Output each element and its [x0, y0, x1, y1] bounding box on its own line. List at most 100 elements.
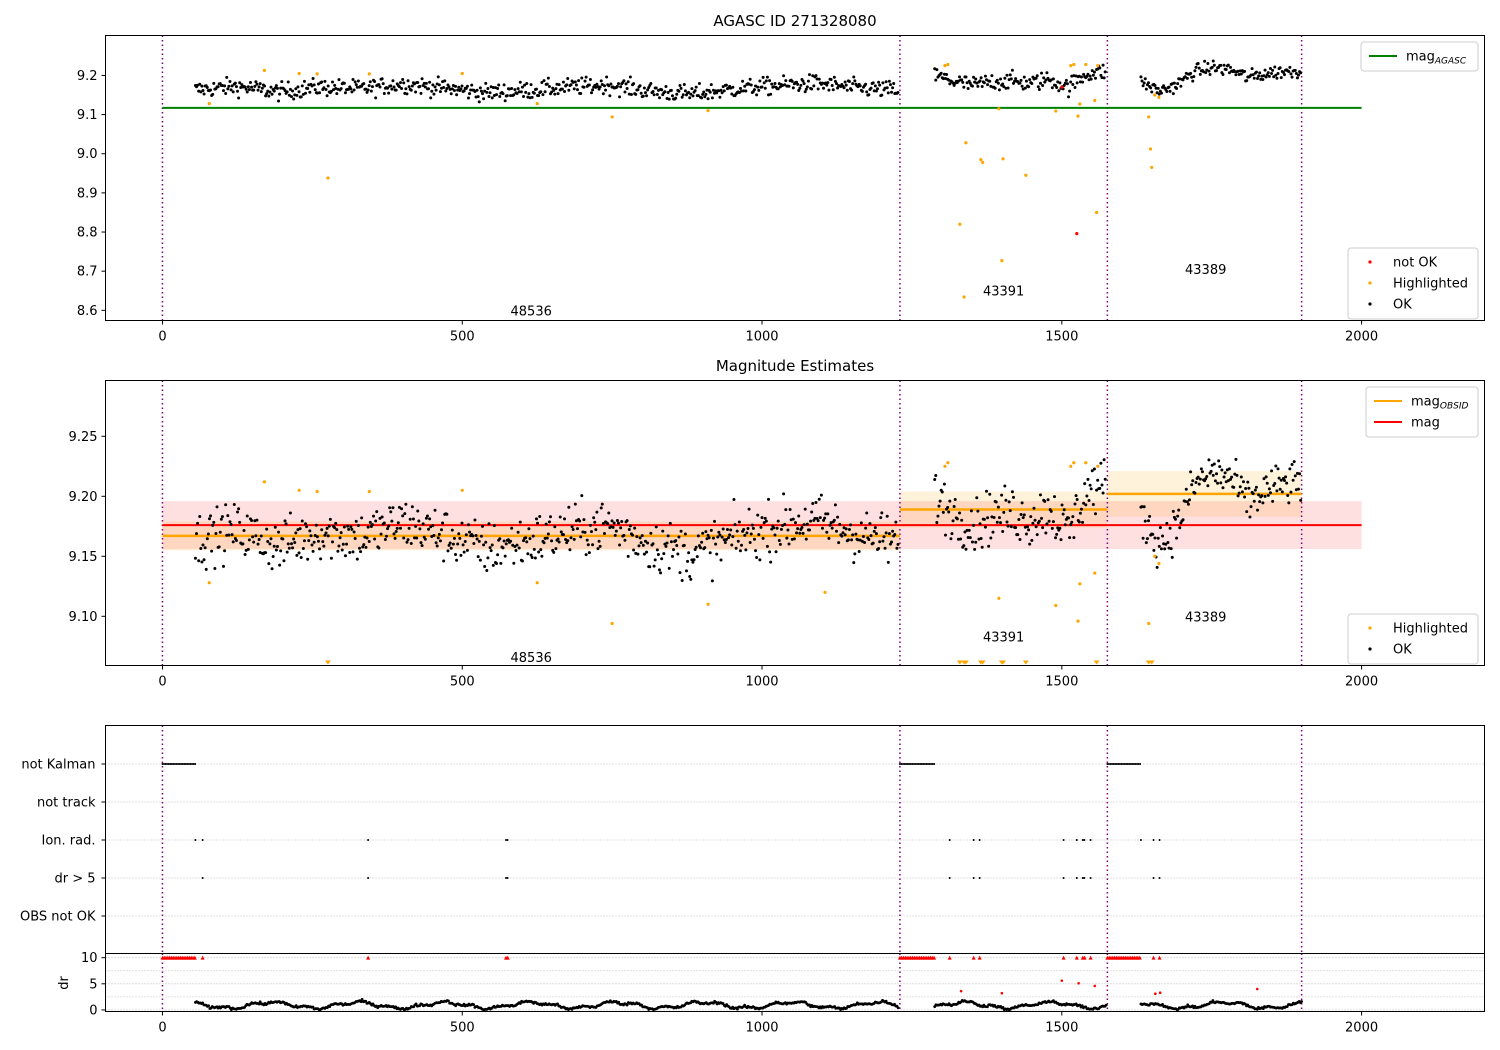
- estimates-ok-point: [279, 549, 283, 553]
- estimates-ok-point: [1061, 512, 1065, 516]
- agasc-ok-point: [663, 90, 667, 94]
- flag-point: [1128, 763, 1131, 765]
- estimates-ok-point: [687, 551, 691, 555]
- estimates-ok-point: [836, 515, 840, 519]
- agasc-ok-point: [311, 77, 315, 81]
- agasc-ok-point: [1229, 65, 1233, 69]
- estimates-ok-point: [596, 547, 600, 551]
- estimates-ok-point: [729, 528, 733, 532]
- estimates-ok-point: [1085, 494, 1089, 498]
- agasc-ok-point: [1040, 71, 1044, 75]
- estimates-ok-point: [553, 525, 557, 529]
- estimates-ok-point: [1256, 508, 1260, 512]
- agasc-ok-point: [582, 85, 586, 89]
- estimates-ok-point: [962, 544, 966, 548]
- estimates-ok-point: [441, 521, 445, 525]
- agasc-ok-point: [965, 81, 969, 85]
- estimates-ok-point: [401, 514, 405, 518]
- agasc-ok-point: [858, 84, 862, 88]
- agasc-ok-point: [1147, 81, 1151, 85]
- estimates-ok-point: [212, 520, 216, 524]
- agasc-ok-point: [1159, 91, 1163, 95]
- flag-point: [906, 763, 909, 765]
- agasc-ok-point: [836, 86, 840, 90]
- estimates-ok-point: [871, 541, 875, 545]
- estimates-ok-point: [764, 519, 768, 523]
- agasc-ok-point: [530, 95, 534, 99]
- agasc-ok-point: [702, 90, 706, 94]
- agasc-ok-point: [407, 85, 411, 89]
- agasc-ok-point: [670, 94, 674, 98]
- estimates-ok-point: [209, 514, 213, 518]
- agasc-ok-point: [1208, 73, 1212, 77]
- agasc-ok-point: [362, 82, 366, 86]
- agasc-ok-point: [1044, 78, 1048, 82]
- estimates-ok-point: [1029, 515, 1033, 519]
- estimates-ok-point: [411, 517, 415, 521]
- estimates-ok-point: [1055, 532, 1059, 536]
- agasc-ok-point: [1274, 73, 1278, 77]
- agasc-bottom-legend-label-0: not OK: [1393, 256, 1438, 271]
- estimates-ok-point: [328, 517, 332, 521]
- agasc-ok-point: [647, 86, 651, 90]
- estimates-ok-point: [1197, 482, 1201, 486]
- agasc-ok-point: [749, 83, 753, 87]
- estimates-ok-point: [1241, 480, 1245, 484]
- estimates-ok-point: [524, 536, 528, 540]
- agasc-ok-point: [416, 80, 420, 84]
- agasc-ok-point: [806, 79, 810, 83]
- agasc-ytick-label: 8.7: [77, 265, 98, 280]
- agasc-ok-point: [378, 85, 382, 89]
- agasc-ok-point: [706, 97, 710, 101]
- estimates-ok-point: [1092, 467, 1096, 471]
- estimates-ok-point: [1148, 514, 1152, 518]
- estimates-ok-point: [486, 556, 490, 560]
- flag-point: [916, 763, 919, 765]
- estimates-ok-point: [1191, 479, 1195, 483]
- estimates-ok-point: [324, 531, 328, 535]
- agasc-ok-point: [326, 84, 330, 88]
- estimates-ok-point: [338, 536, 342, 540]
- agasc-not-ok-point: [1060, 85, 1064, 89]
- agasc-ok-point: [462, 89, 466, 93]
- estimates-ok-point: [1246, 480, 1250, 484]
- flag-point: [1083, 877, 1086, 879]
- agasc-ok-point: [974, 77, 978, 81]
- estimates-ok-point: [738, 549, 742, 553]
- estimates-ok-point: [1078, 511, 1082, 515]
- estimates-ok-point: [933, 477, 937, 481]
- estimates-ok-point: [1196, 475, 1200, 479]
- agasc-ok-point: [258, 82, 262, 86]
- estimates-ok-point: [693, 547, 697, 551]
- agasc-ok-point: [941, 77, 945, 81]
- agasc-ok-point: [318, 91, 322, 95]
- estimates-xtick-label: 500: [450, 675, 475, 690]
- estimates-ok-point: [1297, 487, 1301, 491]
- estimates-ok-point: [509, 539, 513, 543]
- agasc-ok-point: [833, 79, 837, 83]
- estimates-ok-point: [769, 560, 773, 564]
- estimates-ok-point: [356, 523, 360, 527]
- flag-point: [972, 839, 975, 841]
- estimates-ok-point: [492, 524, 496, 528]
- flag-point: [948, 839, 951, 841]
- estimates-ok-point: [405, 540, 409, 544]
- estimates-ok-point: [654, 525, 658, 529]
- estimates-ok-point: [289, 542, 293, 546]
- estimates-ok-point: [852, 561, 856, 565]
- estimates-ok-point: [520, 559, 524, 563]
- estimates-ok-point: [1273, 481, 1277, 485]
- estimates-highlighted-point: [946, 461, 950, 465]
- agasc-ok-point: [198, 82, 202, 86]
- agasc-ok-point: [454, 84, 458, 88]
- estimates-ok-point: [1285, 481, 1289, 485]
- estimates-ok-point: [254, 534, 258, 538]
- dr-clipped-marker: [1151, 955, 1156, 960]
- estimates-ok-point: [383, 538, 387, 542]
- estimates-ok-point: [1007, 500, 1011, 504]
- agasc-ok-point: [225, 75, 229, 79]
- estimates-ok-point: [950, 532, 954, 536]
- agasc-ok-point: [1265, 73, 1269, 77]
- estimates-ok-point: [477, 539, 481, 543]
- estimates-ok-point: [952, 504, 956, 508]
